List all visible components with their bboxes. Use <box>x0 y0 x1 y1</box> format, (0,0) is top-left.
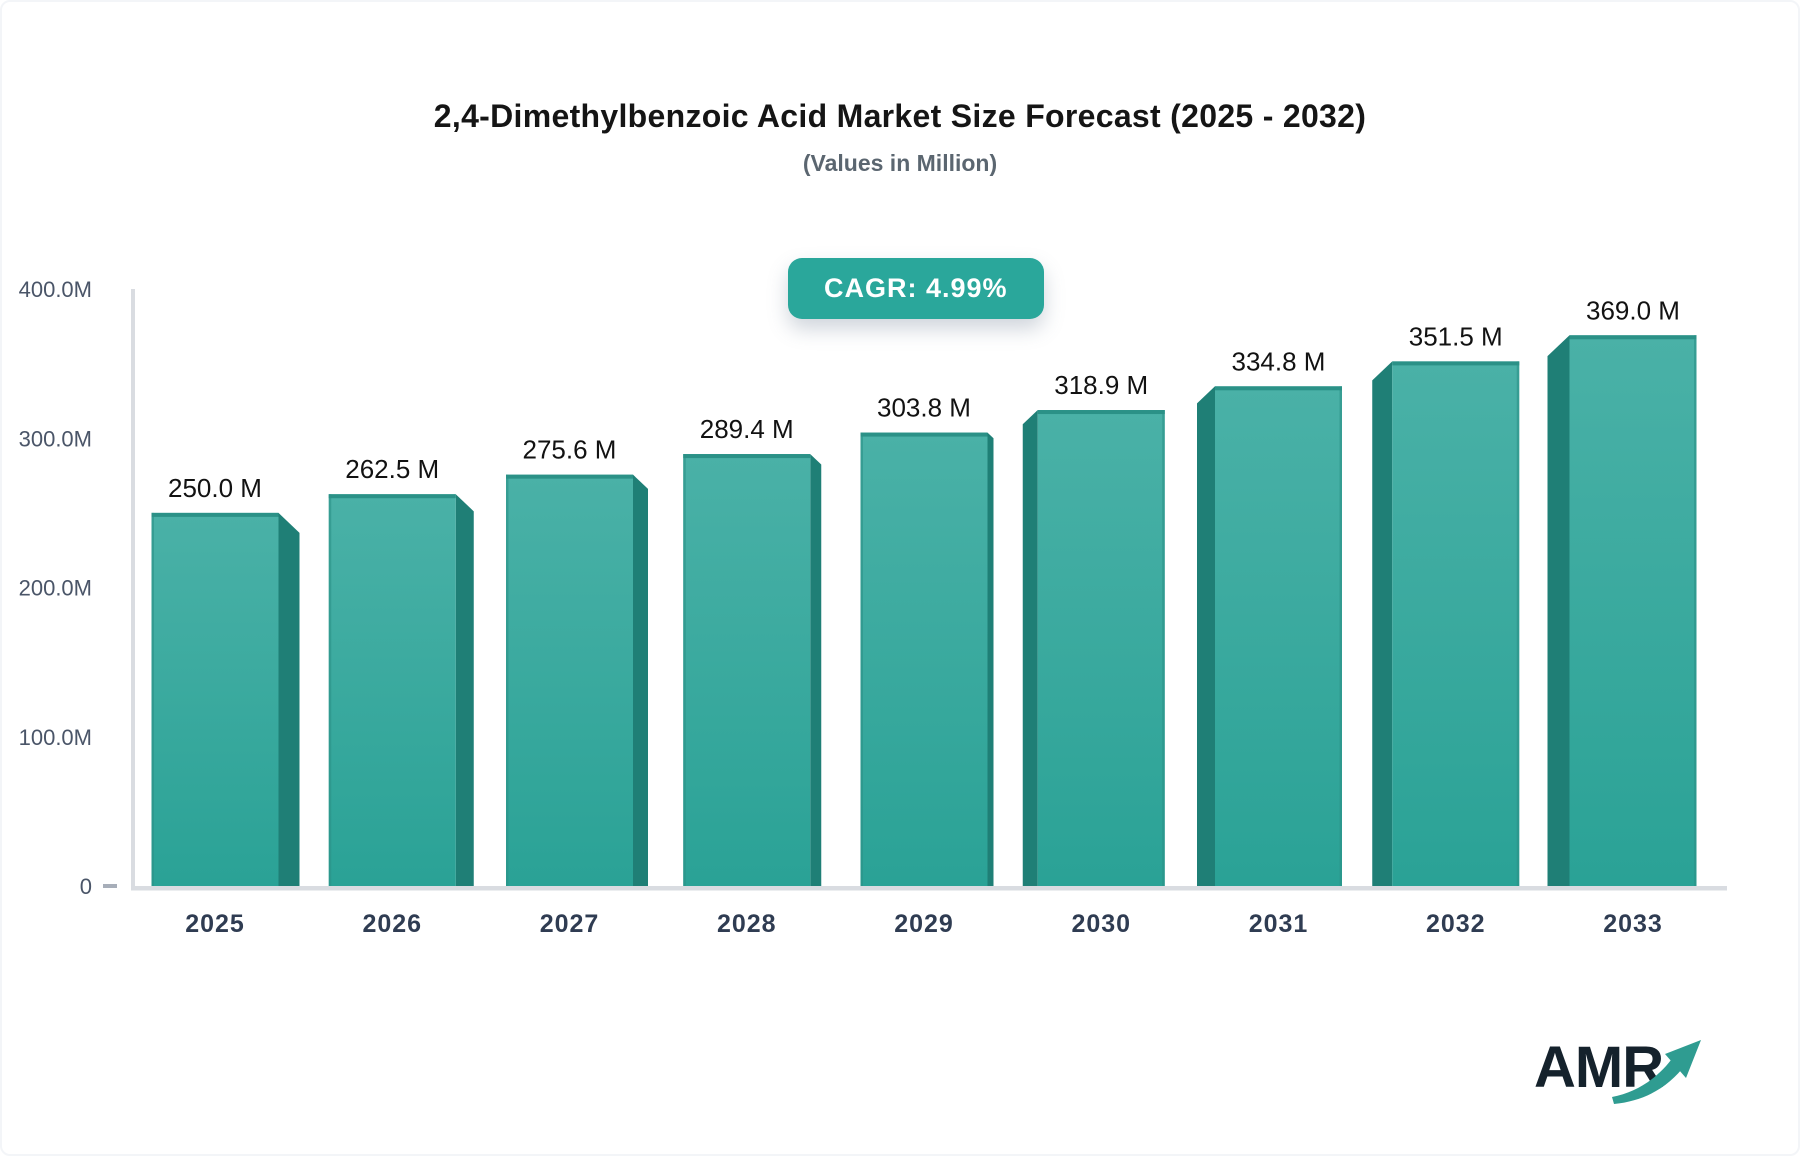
x-axis-tick-label: 2025 <box>185 910 245 938</box>
bar-side-face <box>1022 410 1038 886</box>
growth-arrowhead-icon <box>1665 1040 1701 1078</box>
bar <box>1215 386 1342 886</box>
bar-value-label: 275.6 M <box>523 435 617 465</box>
bar-group-2030: 318.9 M 2030 <box>1022 370 1165 938</box>
bar <box>151 512 279 886</box>
bar-outer-edge <box>506 474 509 886</box>
bar <box>328 494 456 886</box>
bar-group-2026: 262.5 M 2026 <box>328 454 474 938</box>
x-axis-tick-label: 2026 <box>362 910 422 938</box>
x-axis-line <box>131 886 1727 891</box>
bar-group-2028: 289.4 M 2028 <box>683 414 822 938</box>
bar-side-face <box>1372 361 1393 887</box>
y-axis-tick-label: 400.0M <box>19 277 92 302</box>
bar-group-2025: 250.0 M 2025 <box>151 473 300 938</box>
bar-side-face <box>987 432 994 886</box>
bar-outer-edge <box>683 454 686 886</box>
bar-value-label: 318.9 M <box>1054 370 1148 400</box>
bar <box>1037 410 1165 886</box>
bar <box>1569 335 1697 887</box>
bar-top-edge <box>860 432 988 437</box>
bar-value-label: 289.4 M <box>700 414 794 444</box>
y-axis-tick-mark <box>103 884 117 888</box>
x-axis-tick-label: 2030 <box>1071 910 1131 938</box>
bar-outer-edge <box>1162 410 1165 886</box>
bar-group-2033: 369.0 M 2033 <box>1547 295 1697 938</box>
growth-arrow-icon <box>1612 1056 1686 1104</box>
bar-outer-edge <box>860 432 863 886</box>
bar-value-label: 351.5 M <box>1409 321 1503 351</box>
bar-value-label: 334.8 M <box>1232 346 1326 376</box>
bar-side-face <box>633 474 648 886</box>
y-axis-tick-label: 300.0M <box>19 426 92 451</box>
bar-top-edge <box>1037 410 1165 415</box>
y-axis-line <box>131 289 135 890</box>
cagr-badge: CAGR: 4.99% <box>788 258 1044 319</box>
bar-top-edge <box>506 474 633 479</box>
x-axis-tick-label: 2028 <box>717 910 777 938</box>
bar-value-label: 369.0 M <box>1586 295 1680 325</box>
bar-group-2027: 275.6 M 2027 <box>506 435 648 938</box>
bar <box>506 474 633 886</box>
bar-top-edge <box>1569 335 1697 340</box>
bar-outer-edge <box>1339 386 1342 886</box>
bar <box>683 454 811 886</box>
bar-group-2031: 334.8 M 2031 <box>1197 346 1342 938</box>
chart-subtitle: (Values in Million) <box>802 150 998 176</box>
bar <box>860 432 988 886</box>
bar-side-face <box>455 494 474 886</box>
bar-side-face <box>810 454 822 886</box>
bar-outer-edge <box>328 494 332 886</box>
bar-outer-edge <box>151 512 154 886</box>
x-axis-tick-label: 2029 <box>894 910 954 938</box>
y-axis-tick-label: 0 <box>80 874 92 899</box>
bar-group-2032: 351.5 M 2032 <box>1372 321 1520 938</box>
amr-logo: AMR <box>1502 1024 1762 1119</box>
amr-logo-graphic: AMR <box>1534 1035 1701 1104</box>
y-axis-tick-label: 100.0M <box>19 725 92 750</box>
bar-chart: 0 100.0M 200.0M 300.0M 400.0M 250.0 M 2025 262.… <box>19 277 1727 938</box>
bar-top-edge <box>683 454 811 459</box>
x-axis-tick-label: 2031 <box>1249 910 1309 938</box>
bar-value-label: 262.5 M <box>345 454 439 484</box>
x-axis-tick-label: 2033 <box>1603 910 1663 938</box>
bar-outer-edge <box>1694 335 1697 887</box>
bar-top-edge <box>1392 361 1520 366</box>
bar-top-edge <box>1215 386 1342 391</box>
bar-top-edge <box>151 512 279 517</box>
bar-side-face <box>278 512 300 886</box>
x-axis-tick-label: 2027 <box>540 910 600 938</box>
chart-title: 2,4-Dimethylbenzoic Acid Market Size For… <box>433 98 1367 134</box>
bar-side-face <box>1547 335 1570 887</box>
y-axis-tick-label: 200.0M <box>19 576 92 601</box>
bar-value-label: 303.8 M <box>877 393 971 423</box>
bar-side-face <box>1197 386 1215 886</box>
x-axis-tick-label: 2032 <box>1426 910 1486 938</box>
bar <box>1392 361 1520 887</box>
bar-top-edge <box>328 494 456 499</box>
bar-group-2029: 303.8 M 2029 <box>860 393 994 938</box>
cagr-badge-label: CAGR: 4.99% <box>824 273 1008 303</box>
bar-outer-edge <box>1516 361 1520 887</box>
bar-value-label: 250.0 M <box>168 473 262 503</box>
